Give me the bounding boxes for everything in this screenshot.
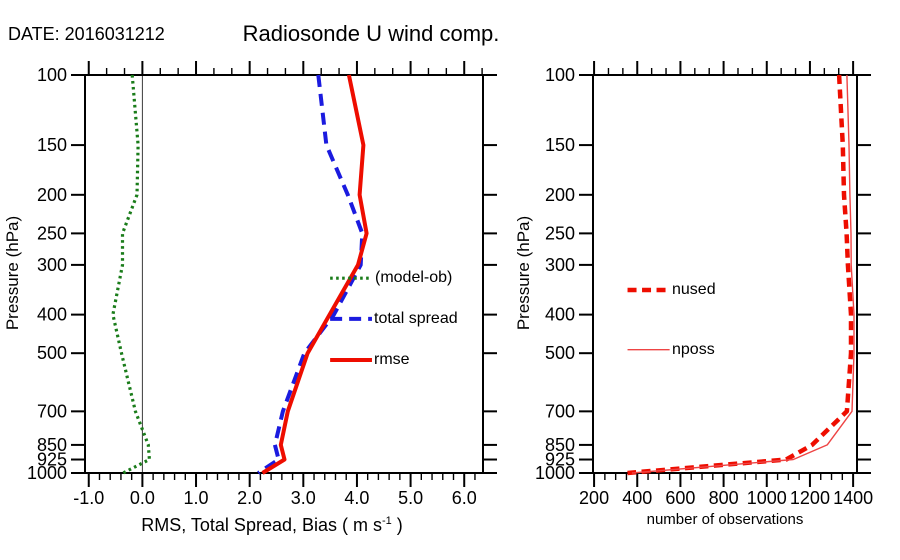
y-tick-label: 200 bbox=[545, 185, 575, 205]
y-tick-label: 250 bbox=[545, 223, 575, 243]
y-tick-label: 100 bbox=[37, 65, 67, 85]
y-tick-label: 850 bbox=[37, 435, 67, 455]
y-tick-label: 300 bbox=[545, 255, 575, 275]
total-spread-curve bbox=[257, 74, 365, 475]
right-panel-frame bbox=[592, 74, 858, 474]
y-tick-label: 500 bbox=[545, 343, 575, 363]
x-tick-label: 5.0 bbox=[398, 488, 423, 508]
x-tick-label: 1200 bbox=[790, 488, 830, 508]
figure-title: Radiosonde U wind comp. bbox=[242, 21, 500, 46]
legend-nused-label: nused bbox=[672, 281, 716, 298]
y-tick-label: 500 bbox=[37, 343, 67, 363]
y-tick-label: 1000 bbox=[535, 463, 575, 483]
date-label: DATE: 2016031212 bbox=[8, 24, 165, 44]
x-tick-label: 800 bbox=[709, 488, 739, 508]
y-tick-label: 300 bbox=[37, 255, 67, 275]
y-tick-label: 150 bbox=[37, 135, 67, 155]
right-panel: 200 400 600 800 1000 1200 14001001502002503004… bbox=[535, 61, 873, 508]
x-tick-label: 400 bbox=[622, 488, 652, 508]
y-tick-label: 100 bbox=[545, 65, 575, 85]
left-y-axis-title: Pressure (hPa) bbox=[3, 215, 22, 331]
x-tick-label: 1400 bbox=[833, 488, 873, 508]
y-tick-label: 400 bbox=[545, 305, 575, 325]
left-panel: -1.0 0.0 1.0 2.0 3.0 4.0 5.0 6.0 100 150 200 250 300… bbox=[27, 61, 497, 508]
x-tick-label: 0.0 bbox=[130, 488, 155, 508]
y-tick-label: 150 bbox=[545, 135, 575, 155]
y-tick-label: 850 bbox=[545, 435, 575, 455]
left-x-axis-title-sup: -1 bbox=[381, 515, 392, 527]
x-tick-label: 2.0 bbox=[237, 488, 262, 508]
legend-model-ob-label: (model-ob) bbox=[375, 269, 453, 286]
y-tick-label: 400 bbox=[37, 305, 67, 325]
x-tick-label: 1000 bbox=[747, 488, 787, 508]
y-tick-label: 200 bbox=[37, 185, 67, 205]
left-x-axis-title: RMS, Total Spread, Bias ( m s-1 ) bbox=[141, 515, 403, 536]
y-tick-label: 700 bbox=[37, 401, 67, 421]
nposs-curve bbox=[631, 74, 855, 474]
y-tick-label: 700 bbox=[545, 401, 575, 421]
x-tick-label: 200 bbox=[579, 488, 609, 508]
left-x-axis-title-text: RMS, Total Spread, Bias ( m s bbox=[141, 515, 382, 535]
y-tick-label: 925 bbox=[37, 450, 67, 470]
rmse-curve bbox=[261, 74, 369, 475]
y-tick-label: 925 bbox=[545, 450, 575, 470]
legend-total-spread-label: total spread bbox=[374, 310, 458, 327]
x-tick-label: 1.0 bbox=[184, 488, 209, 508]
x-tick-label: 3.0 bbox=[291, 488, 316, 508]
right-y-axis-title: Pressure (hPa) bbox=[514, 215, 533, 331]
x-tick-label: 6.0 bbox=[452, 488, 477, 508]
x-tick-label: 600 bbox=[665, 488, 695, 508]
model-ob-curve bbox=[111, 74, 151, 475]
legend-nposs-label: nposs bbox=[672, 341, 715, 358]
x-tick-label: -1.0 bbox=[73, 488, 104, 508]
left-x-axis-title-close: ) bbox=[391, 515, 403, 535]
right-x-axis-title: number of observations bbox=[646, 511, 804, 528]
y-tick-label: 1000 bbox=[27, 463, 67, 483]
left-panel-frame bbox=[84, 74, 484, 474]
y-tick-label: 250 bbox=[37, 223, 67, 243]
nused-curve bbox=[627, 74, 854, 476]
legend-rmse-label: rmse bbox=[374, 351, 410, 368]
x-tick-label: 4.0 bbox=[344, 488, 369, 508]
